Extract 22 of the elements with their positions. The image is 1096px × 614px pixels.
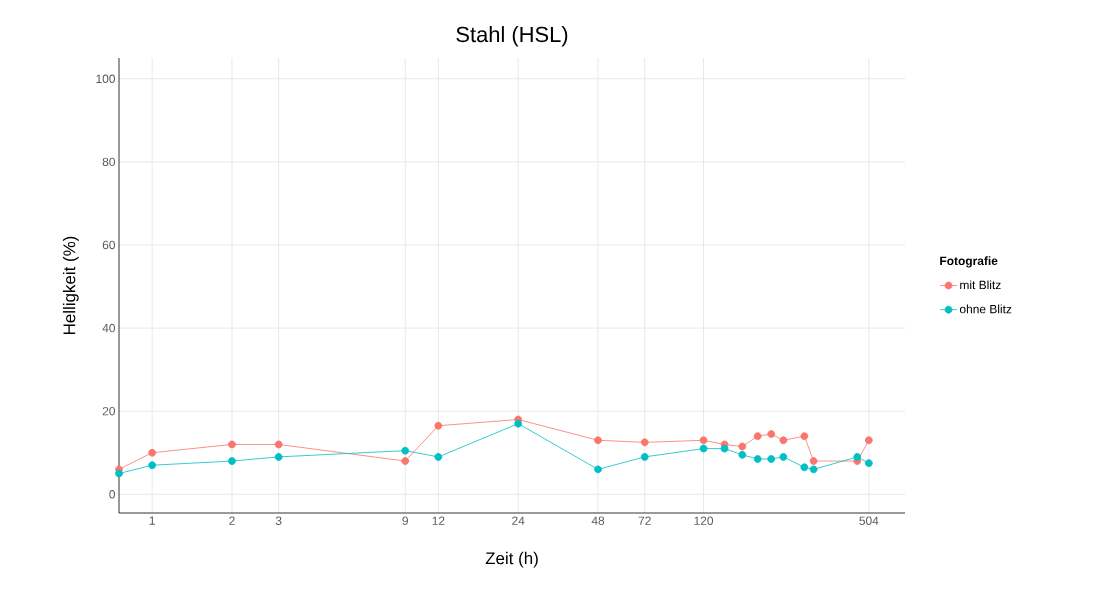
x-tick-label: 12 <box>432 516 445 525</box>
x-tick-label: 9 <box>402 516 408 525</box>
y-axis-title: Helligkeit (%) <box>62 236 79 334</box>
y-tick-label: 100 <box>96 74 116 83</box>
x-axis-title: Zeit (h) <box>485 551 538 568</box>
y-tick-label: 40 <box>102 323 116 333</box>
chart-title: Stahl (HSL) <box>456 26 568 47</box>
x-tick-label: 72 <box>638 516 651 525</box>
x-tick-label: 120 <box>694 516 714 525</box>
legend-label: ohne Blitz <box>959 304 1012 314</box>
x-tick-label: 504 <box>859 516 879 525</box>
y-tick-label: 60 <box>102 240 116 250</box>
x-tick-label: 24 <box>512 516 525 525</box>
x-tick-label: 3 <box>275 516 282 525</box>
x-tick-label: 1 <box>149 516 155 525</box>
y-tick-label: 20 <box>102 406 116 416</box>
x-tick-label: 48 <box>591 516 605 525</box>
y-tick-label: 0 <box>109 490 116 499</box>
x-tick-label: 2 <box>229 516 235 525</box>
y-tick-label: 80 <box>102 157 116 167</box>
legend-title: Fotografie <box>940 256 998 268</box>
legend-label: mit Blitz <box>960 280 1001 290</box>
